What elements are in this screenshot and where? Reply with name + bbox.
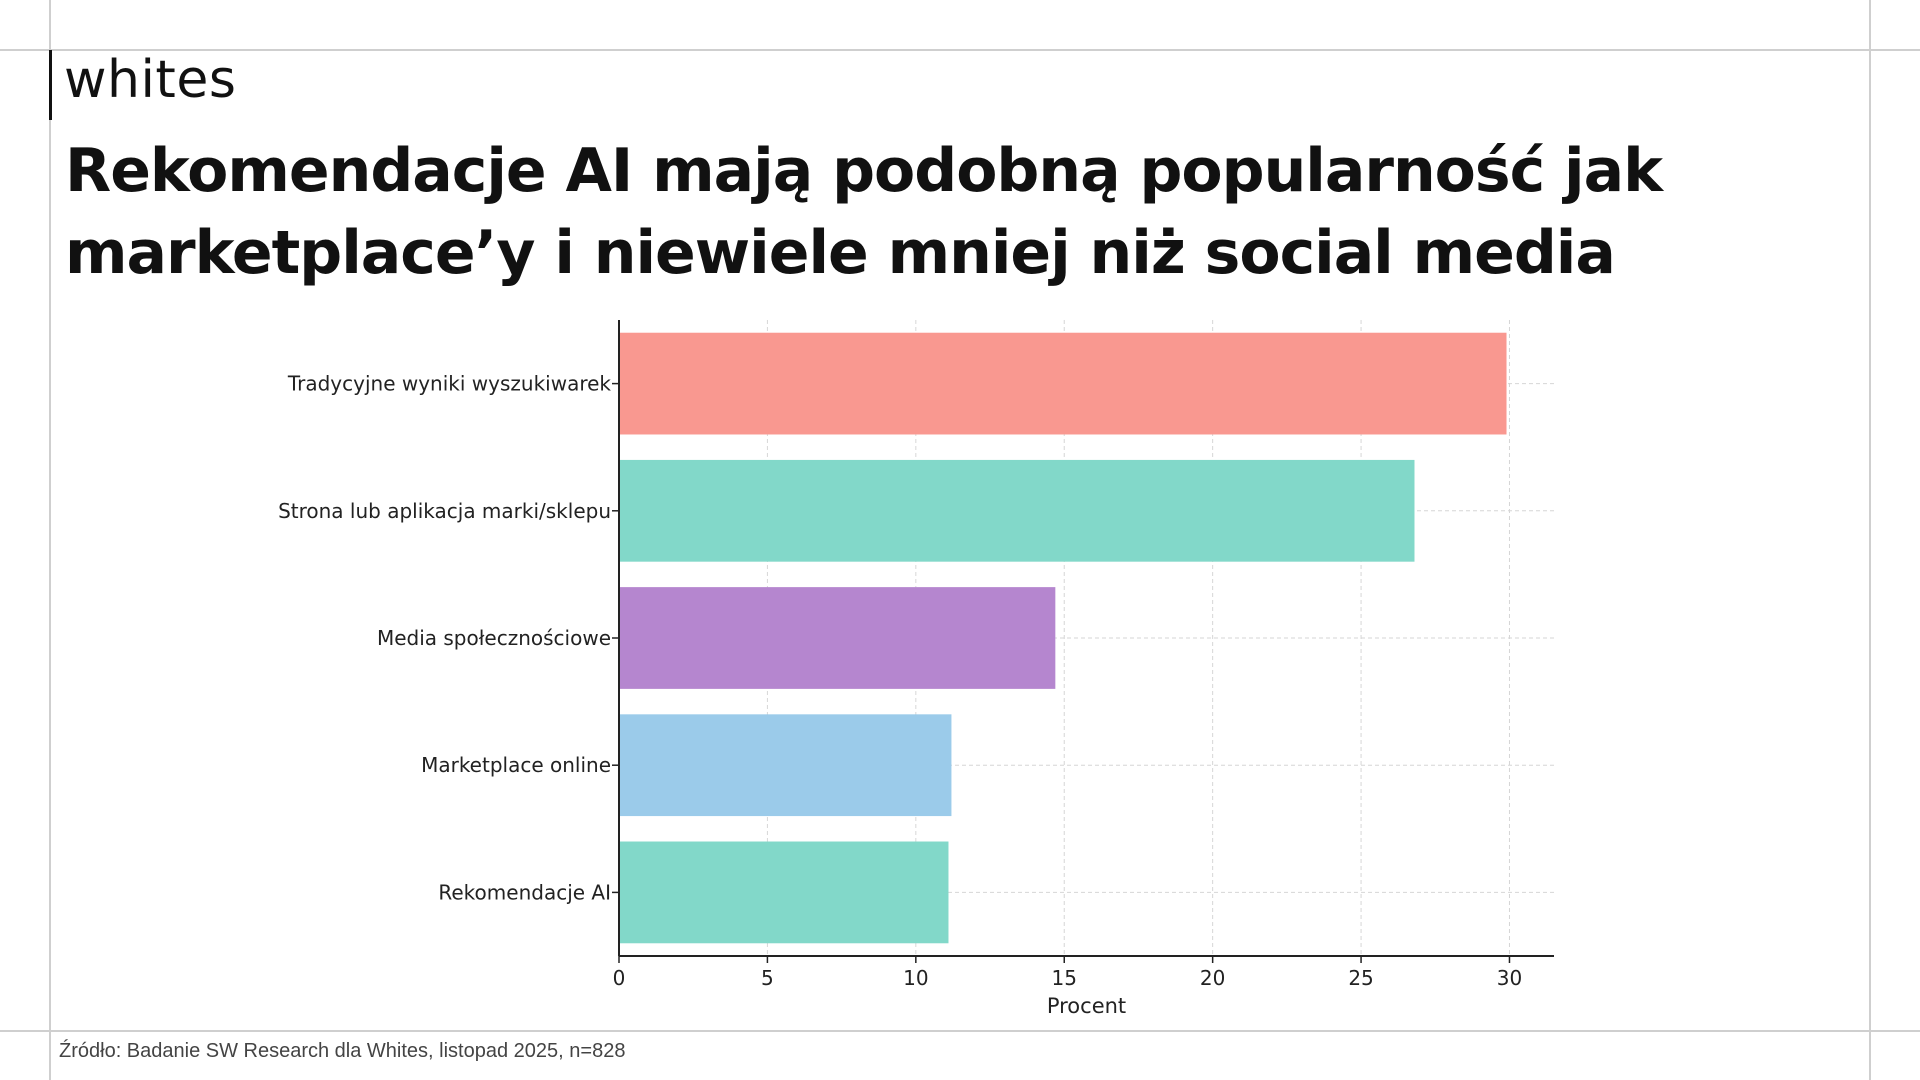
- x-tick-label: 25: [1348, 966, 1373, 990]
- category-label: Tradycyjne wyniki wyszukiwarek: [287, 372, 612, 396]
- category-label: Media społecznościowe: [377, 626, 611, 650]
- x-axis-title: Procent: [1047, 994, 1126, 1018]
- frame-bottom-line: [0, 1030, 1920, 1032]
- frame-right-line: [1869, 0, 1871, 1080]
- frame-top-line: [0, 49, 1920, 51]
- x-tick-label: 5: [761, 966, 774, 990]
- frame-left-line: [49, 0, 51, 1080]
- bar: [619, 841, 949, 944]
- source-note: Źródło: Badanie SW Research dla Whites, …: [59, 1040, 626, 1062]
- category-label: Strona lub aplikacja marki/sklepu: [278, 499, 611, 523]
- x-tick-label: 30: [1497, 966, 1522, 990]
- x-tick-label: 0: [613, 966, 626, 990]
- title-line-2: marketplace’y i niewiele mniej niż socia…: [65, 218, 1616, 288]
- x-tick-label: 15: [1052, 966, 1077, 990]
- logo-bar: [49, 50, 52, 120]
- bar: [619, 332, 1507, 435]
- bar: [619, 714, 952, 817]
- title-line-1: Rekomendacje AI mają podobną popularność…: [65, 136, 1663, 206]
- category-label: Marketplace online: [421, 753, 611, 777]
- x-tick-label: 10: [903, 966, 928, 990]
- bar: [619, 459, 1415, 562]
- page-title: Rekomendacje AI mają podobną popularność…: [65, 130, 1765, 294]
- category-label: Rekomendacje AI: [438, 880, 611, 904]
- x-tick-label: 20: [1200, 966, 1225, 990]
- bar: [619, 587, 1056, 689]
- brand-logo: whites: [64, 50, 237, 110]
- bar-chart: Tradycyjne wyniki wyszukiwarek Strona lub…: [278, 320, 1554, 1018]
